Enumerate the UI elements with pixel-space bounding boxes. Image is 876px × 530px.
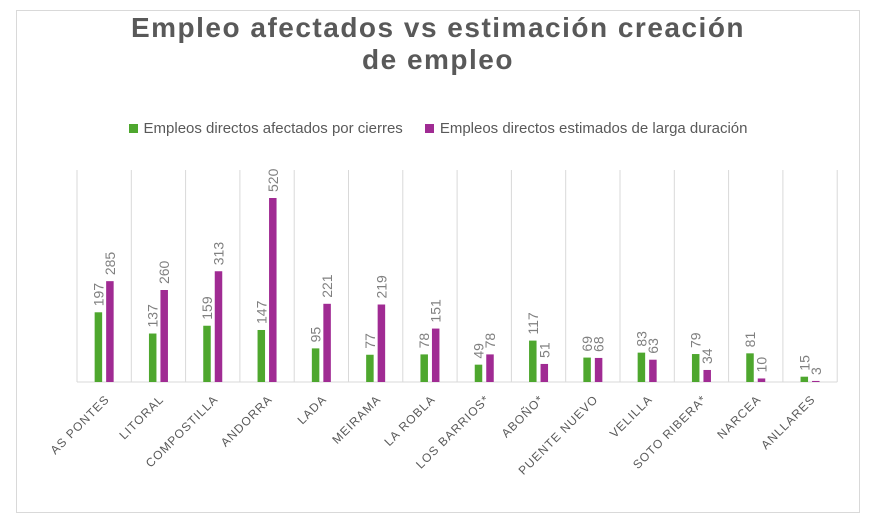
bar-affected bbox=[529, 340, 537, 382]
bar-affected bbox=[311, 348, 320, 382]
bar-affected bbox=[148, 333, 157, 382]
data-label-estimated: 313 bbox=[211, 242, 227, 266]
bar-estimated bbox=[486, 354, 494, 382]
legend-label-affected: Empleos directos afectados por cierres bbox=[143, 120, 403, 137]
data-label-estimated: 63 bbox=[645, 338, 661, 354]
bar-affected bbox=[800, 376, 809, 382]
legend-item-estimated: Empleos directos estimados de larga dura… bbox=[424, 120, 748, 137]
bar-affected bbox=[691, 354, 700, 382]
data-label-estimated: 34 bbox=[699, 348, 715, 364]
x-tick-label: LADA bbox=[295, 392, 330, 427]
x-tick-label: LITORAL bbox=[116, 392, 166, 442]
data-label-affected: 79 bbox=[688, 332, 704, 348]
legend-item-affected: Empleos directos afectados por cierres bbox=[128, 120, 403, 137]
data-label-affected: 78 bbox=[416, 333, 432, 349]
x-tick-label: LA ROBLA bbox=[381, 392, 438, 449]
x-tick-label: AS PONTES bbox=[47, 392, 112, 457]
chart-title-line-1: Empleo afectados vs estimación creación bbox=[130, 12, 746, 43]
chart-frame bbox=[16, 10, 860, 513]
data-label-affected: 117 bbox=[525, 312, 541, 335]
data-label-affected: 81 bbox=[742, 332, 758, 348]
data-label-affected: 95 bbox=[308, 327, 324, 343]
legend-label-estimated: Empleos directos estimados de larga dura… bbox=[439, 120, 748, 137]
data-label-estimated: 10 bbox=[754, 357, 770, 373]
bar-estimated bbox=[214, 271, 223, 382]
data-label-estimated: 260 bbox=[156, 260, 172, 284]
bar-estimated bbox=[812, 380, 820, 382]
legend-swatch-estimated bbox=[424, 124, 434, 133]
data-label-affected: 77 bbox=[362, 333, 378, 349]
bar-affected bbox=[257, 329, 266, 382]
bar-estimated bbox=[649, 359, 657, 382]
x-tick-label: NARCEA bbox=[714, 392, 764, 442]
bar-estimated bbox=[106, 281, 114, 382]
data-label-affected: 49 bbox=[471, 343, 487, 359]
data-label-affected: 159 bbox=[199, 296, 215, 320]
chart-legend: Empleos directos afectados por cierres E… bbox=[0, 120, 876, 137]
data-label-estimated: 520 bbox=[265, 168, 281, 192]
bar-affected bbox=[474, 364, 483, 382]
data-label-affected: 197 bbox=[90, 283, 106, 307]
bar-estimated bbox=[377, 304, 386, 382]
bar-affected bbox=[583, 357, 591, 382]
bar-affected bbox=[637, 352, 646, 382]
data-label-estimated: 221 bbox=[319, 274, 335, 298]
data-label-estimated: 51 bbox=[536, 342, 552, 358]
data-label-estimated: 3 bbox=[808, 367, 824, 375]
x-tick-label: ANDORRA bbox=[218, 392, 275, 449]
data-label-estimated: 68 bbox=[591, 336, 607, 352]
chart-title: Empleo afectados vs estimación creación … bbox=[0, 12, 876, 76]
x-tick-label: ABOÑO* bbox=[499, 392, 547, 440]
bar-affected bbox=[366, 354, 374, 382]
bar-affected bbox=[203, 325, 211, 382]
bar-estimated bbox=[431, 328, 440, 382]
bar-affected bbox=[420, 354, 428, 382]
bar-affected bbox=[94, 312, 103, 382]
data-label-estimated: 285 bbox=[102, 252, 118, 276]
data-label-affected: 69 bbox=[579, 336, 595, 352]
chart-title-line-2: de empleo bbox=[362, 44, 514, 75]
bar-estimated bbox=[540, 363, 549, 382]
data-label-affected: 83 bbox=[633, 331, 649, 347]
data-label-affected: 147 bbox=[253, 300, 269, 324]
x-tick-label: ANLLARES bbox=[758, 392, 818, 452]
bar-estimated bbox=[703, 369, 711, 382]
bar-affected bbox=[746, 353, 754, 382]
data-label-estimated: 78 bbox=[482, 333, 498, 349]
legend-swatch-affected bbox=[128, 124, 138, 133]
data-label-affected: 15 bbox=[796, 355, 812, 371]
x-tick-label: VELILLA bbox=[607, 392, 655, 440]
bar-estimated bbox=[594, 357, 603, 382]
bar-estimated bbox=[269, 198, 277, 382]
data-label-estimated: 219 bbox=[373, 275, 389, 299]
data-label-affected: 137 bbox=[145, 304, 161, 328]
x-tick-label: MEIRAMA bbox=[329, 392, 383, 446]
bar-estimated bbox=[323, 303, 331, 382]
bar-estimated bbox=[757, 378, 766, 382]
data-label-estimated: 151 bbox=[428, 299, 444, 323]
bar-estimated bbox=[160, 290, 168, 382]
